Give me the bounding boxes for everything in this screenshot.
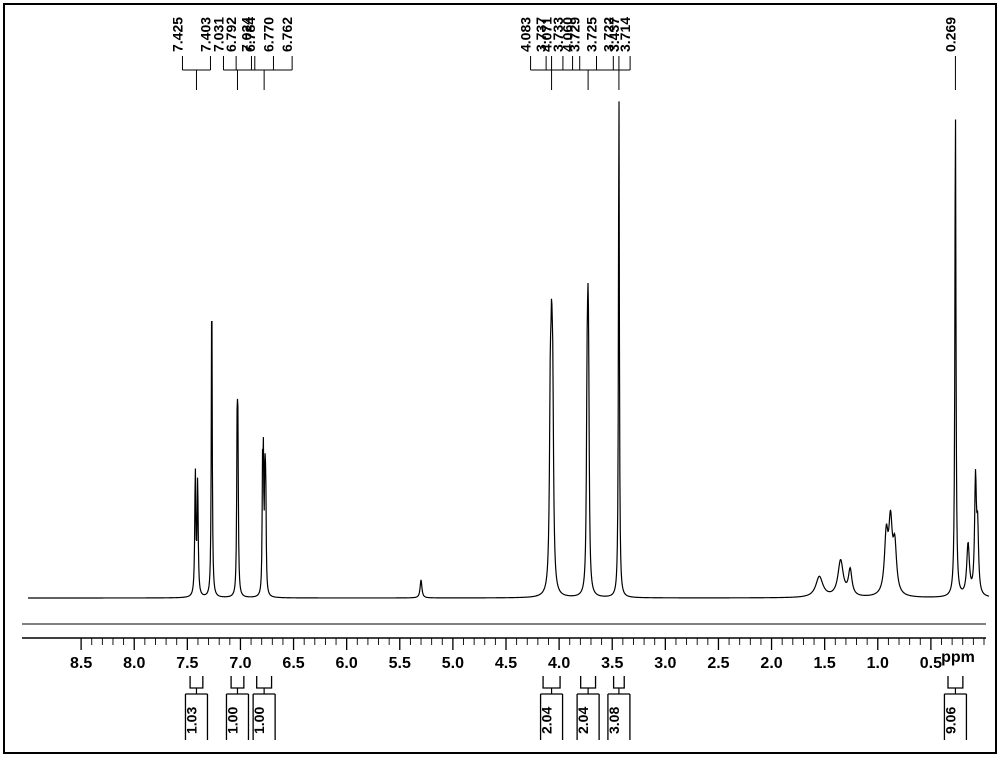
axis-tick: 5.5 (389, 655, 411, 672)
integral-value: 9.06 (942, 707, 958, 734)
axis-unit-label: ppm (941, 649, 975, 666)
axis-tick: 4.5 (495, 655, 517, 672)
nmr-svg: 8.5 8.0 7.5 7.0 6.5 6.0 5.5 5.0 4.5 4.0 3.5 3.0 2.5 2… (0, 0, 1000, 757)
axis-tick: 7.5 (176, 655, 198, 672)
peak-ppm-label: 6.762 (279, 17, 295, 52)
axis-tick: 1.5 (814, 655, 836, 672)
axis-tick: 3.5 (601, 655, 623, 672)
peak-ppm-label: 6.792 (223, 17, 239, 52)
axis-tick: 6.0 (336, 655, 358, 672)
peak-ppm-label: 3.737 (533, 17, 549, 52)
axis-tick: 5.0 (442, 655, 464, 672)
integral-value: 1.00 (251, 707, 267, 734)
integral-value: 3.08 (606, 707, 622, 734)
axis-tick: 2.5 (707, 655, 729, 672)
axis-tick: 7.0 (229, 655, 251, 672)
peak-ppm-label: 6.784 (242, 17, 258, 52)
axis-tick: 2.0 (760, 655, 782, 672)
spectrum-trace (28, 101, 989, 598)
axis-tick: 3.0 (654, 655, 676, 672)
peak-ppm-label: 3.729 (567, 17, 583, 52)
axis-tick: 0.5 (920, 655, 942, 672)
axis-tick: 1.0 (867, 655, 889, 672)
peak-ppm-label: 3.437 (606, 17, 622, 52)
integral-value: 2.04 (539, 707, 555, 734)
integral-value: 1.00 (224, 707, 240, 734)
peak-ppm-label: 4.083 (518, 17, 534, 52)
peak-ppm-label: 3.725 (584, 17, 600, 52)
axis-tick: 8.5 (70, 655, 92, 672)
axis-tick: 4.0 (548, 655, 570, 672)
integral-value: 2.04 (575, 707, 591, 734)
peak-ppm-label: 3.733 (550, 17, 566, 52)
peak-ppm-label: 0.269 (942, 17, 958, 52)
peak-ppm-label: 6.770 (260, 17, 276, 52)
integral-value: 1.03 (183, 707, 199, 734)
peak-ppm-label: 7.425 (169, 17, 185, 52)
nmr-spectrum: 8.5 8.0 7.5 7.0 6.5 6.0 5.5 5.0 4.5 4.0 3.5 3.0 2.5 2… (0, 0, 1000, 757)
axis-tick: 8.0 (123, 655, 145, 672)
axis-tick: 6.5 (282, 655, 304, 672)
